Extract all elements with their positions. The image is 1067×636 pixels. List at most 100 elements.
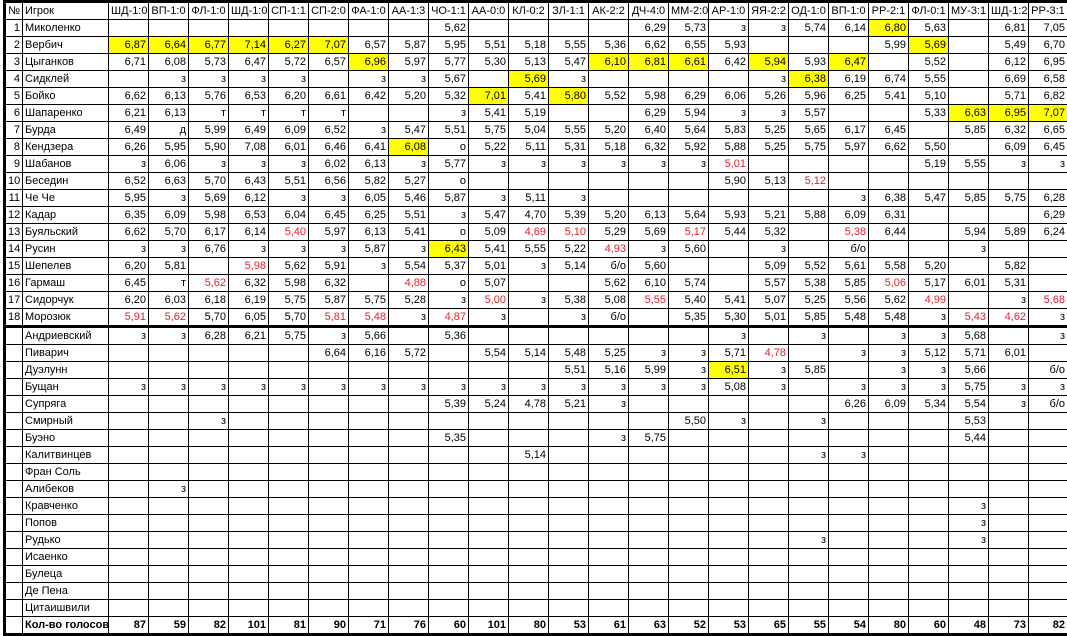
rating-cell[interactable]: 6,44 — [869, 224, 909, 241]
rating-cell[interactable] — [109, 362, 149, 379]
rating-cell[interactable]: 5,69 — [189, 190, 229, 207]
vote-count-cell[interactable]: 61 — [589, 617, 629, 635]
rating-cell[interactable]: 5,41 — [869, 88, 909, 105]
rating-cell[interactable] — [989, 447, 1029, 464]
player-name-cell[interactable]: Цитаишвили — [23, 600, 109, 617]
rating-cell[interactable]: 5,93 — [709, 207, 749, 224]
rating-cell[interactable]: 5,47 — [389, 122, 429, 139]
rating-cell[interactable] — [909, 413, 949, 430]
rating-cell[interactable] — [1029, 413, 1067, 430]
rating-cell[interactable]: 6,71 — [109, 54, 149, 71]
totals-number-cell[interactable] — [5, 617, 23, 635]
rating-cell[interactable] — [349, 549, 389, 566]
rating-cell[interactable]: 6,45 — [309, 207, 349, 224]
rating-cell[interactable]: 5,28 — [389, 292, 429, 309]
rating-cell[interactable]: 5,38 — [829, 224, 869, 241]
rating-cell[interactable]: 5,81 — [149, 258, 189, 275]
rating-cell[interactable] — [709, 447, 749, 464]
rating-cell[interactable] — [709, 258, 749, 275]
rating-cell[interactable] — [869, 532, 909, 549]
rating-cell[interactable]: з — [1029, 309, 1067, 327]
rating-cell[interactable]: 6,52 — [309, 122, 349, 139]
rating-cell[interactable]: 6,13 — [149, 88, 189, 105]
rating-cell[interactable] — [349, 105, 389, 122]
rating-cell[interactable] — [629, 498, 669, 515]
rating-cell[interactable] — [389, 464, 429, 481]
rating-cell[interactable] — [669, 583, 709, 600]
rating-cell[interactable]: 5,64 — [669, 207, 709, 224]
rating-cell[interactable]: з — [629, 156, 669, 173]
row-number-cell[interactable] — [5, 498, 23, 515]
rating-cell[interactable]: 5,87 — [389, 37, 429, 54]
rating-cell[interactable] — [709, 396, 749, 413]
row-number-cell[interactable]: 15 — [5, 258, 23, 275]
rating-cell[interactable]: 5,69 — [909, 37, 949, 54]
rating-cell[interactable] — [509, 327, 549, 345]
rating-cell[interactable] — [429, 532, 469, 549]
rating-cell[interactable]: 5,20 — [909, 258, 949, 275]
rating-cell[interactable]: 6,42 — [709, 54, 749, 71]
rating-cell[interactable]: 6,32 — [989, 122, 1029, 139]
vote-count-cell[interactable]: 101 — [229, 617, 269, 635]
rating-cell[interactable]: 5,67 — [429, 71, 469, 88]
rating-cell[interactable] — [949, 600, 989, 617]
vote-count-cell[interactable]: 65 — [749, 617, 789, 635]
rating-cell[interactable]: 4,93 — [589, 241, 629, 258]
rating-cell[interactable] — [229, 600, 269, 617]
rating-cell[interactable] — [629, 566, 669, 583]
rating-cell[interactable] — [549, 327, 589, 345]
rating-cell[interactable]: 6,20 — [109, 258, 149, 275]
rating-cell[interactable] — [949, 139, 989, 156]
rating-cell[interactable] — [469, 549, 509, 566]
rating-cell[interactable]: 5,73 — [189, 54, 229, 71]
rating-cell[interactable] — [909, 481, 949, 498]
rating-cell[interactable]: 5,66 — [349, 327, 389, 345]
vote-count-cell[interactable]: 71 — [349, 617, 389, 635]
row-number-cell[interactable]: 8 — [5, 139, 23, 156]
row-number-cell[interactable] — [5, 430, 23, 447]
rating-cell[interactable]: з — [549, 190, 589, 207]
rating-cell[interactable] — [389, 20, 429, 37]
rating-cell[interactable] — [509, 362, 549, 379]
rating-cell[interactable] — [1029, 275, 1067, 292]
rating-cell[interactable] — [229, 464, 269, 481]
rating-cell[interactable]: 6,29 — [629, 20, 669, 37]
rating-cell[interactable]: 6,17 — [829, 122, 869, 139]
rating-cell[interactable] — [349, 396, 389, 413]
rating-cell[interactable] — [829, 549, 869, 566]
rating-cell[interactable] — [189, 464, 229, 481]
rating-cell[interactable]: 5,50 — [669, 413, 709, 430]
rating-cell[interactable] — [189, 583, 229, 600]
rating-cell[interactable]: з — [709, 413, 749, 430]
rating-cell[interactable]: 5,14 — [509, 447, 549, 464]
rating-cell[interactable]: 5,31 — [549, 139, 589, 156]
rating-cell[interactable] — [829, 362, 869, 379]
rating-cell[interactable] — [829, 600, 869, 617]
rating-cell[interactable] — [989, 207, 1029, 224]
rating-cell[interactable]: 5,77 — [429, 156, 469, 173]
rating-cell[interactable]: 6,62 — [869, 139, 909, 156]
vote-count-cell[interactable]: 59 — [149, 617, 189, 635]
rating-cell[interactable]: 5,51 — [389, 207, 429, 224]
totals-label[interactable]: Кол-во голосов — [23, 617, 109, 635]
rating-cell[interactable]: 5,51 — [429, 122, 469, 139]
rating-cell[interactable]: 5,39 — [549, 207, 589, 224]
rating-cell[interactable]: з — [149, 327, 189, 345]
rating-cell[interactable]: 6,27 — [269, 37, 309, 54]
rating-cell[interactable]: з — [909, 379, 949, 396]
rating-cell[interactable] — [709, 464, 749, 481]
row-number-cell[interactable] — [5, 464, 23, 481]
rating-cell[interactable]: 5,01 — [749, 309, 789, 327]
rating-cell[interactable] — [629, 327, 669, 345]
rating-cell[interactable] — [469, 481, 509, 498]
rating-cell[interactable] — [789, 190, 829, 207]
rating-cell[interactable]: 5,08 — [589, 292, 629, 309]
rating-cell[interactable] — [509, 583, 549, 600]
rating-cell[interactable] — [749, 430, 789, 447]
rating-cell[interactable]: 6,14 — [229, 224, 269, 241]
rating-cell[interactable]: 5,62 — [269, 258, 309, 275]
player-name-cell[interactable]: Супряга — [23, 396, 109, 413]
player-name-cell[interactable]: Буяльский — [23, 224, 109, 241]
rating-cell[interactable]: 7,14 — [229, 37, 269, 54]
rating-cell[interactable] — [229, 20, 269, 37]
